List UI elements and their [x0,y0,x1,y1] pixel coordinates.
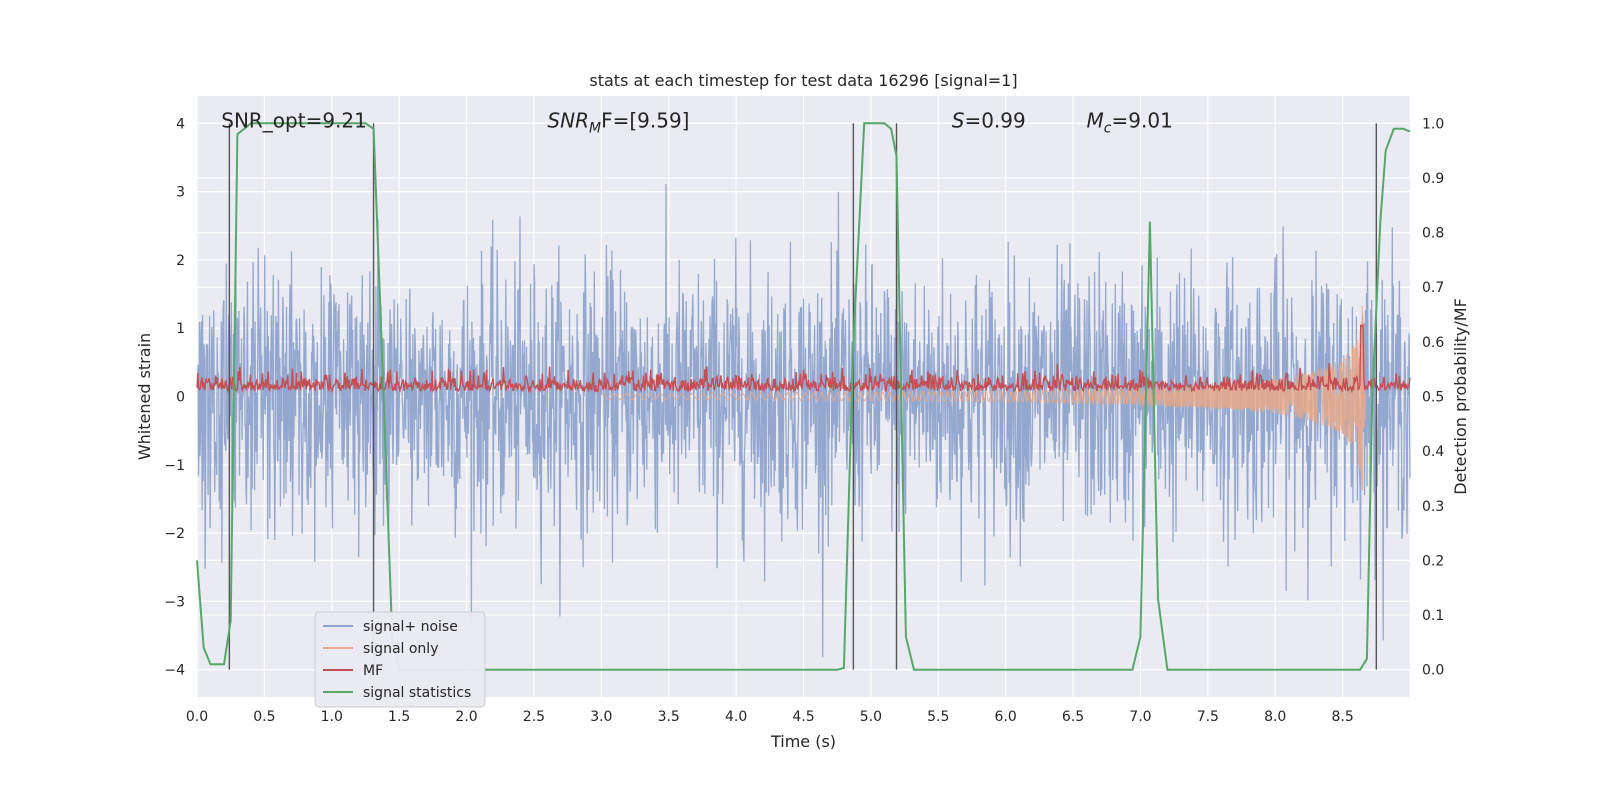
y-right-tick-label: 0.5 [1422,390,1444,406]
x-tick-label: 3.5 [658,709,680,725]
legend-box [314,611,486,708]
y-right-tick-label: 0.1 [1422,608,1444,624]
x-tick-label: 6.0 [995,709,1017,725]
y-tick-label: 1 [176,321,185,337]
y-tick-label: 2 [176,253,185,269]
y-right-tick-label: 0.9 [1422,171,1444,187]
y-right-tick-labels: 0.0 0.1 0.2 0.3 0.4 0.5 0.6 0.7 0.8 0.9 1.0 [1422,116,1444,678]
legend-label: signal only [363,641,438,657]
y-tick-label: 0 [176,390,185,406]
legend-label: signal statistics [363,685,471,701]
x-tick-label: 7.0 [1129,709,1151,725]
legend-label: signal+ noise [363,619,458,635]
annotation-text: SNR_opt=9.21 [221,108,367,132]
y-tick-label: −4 [164,663,185,679]
y-tick-label: 3 [176,185,185,201]
x-tick-label: 1.5 [388,709,410,725]
annotation-text: SNRMF=[9.59] [547,108,689,136]
y-right-tick-label: 1.0 [1422,116,1444,132]
signal-statistics-line [196,122,1411,671]
y-right-tick-label: 0.4 [1422,444,1444,460]
x-axis-label: Time (s) [770,732,836,751]
y-tick-label: −2 [164,526,185,542]
annotation-text: Mc=9.01 [1087,108,1173,136]
x-tick-label: 6.5 [1062,709,1084,725]
mf-line [196,324,1411,394]
y-axis-label: Whitened strain [135,333,154,460]
x-tick-label: 7.5 [1197,709,1219,725]
vertical-markers [228,123,1378,670]
annotation-text: S=0.99 [952,108,1026,132]
x-tick-label: 2.5 [523,709,545,725]
x-tick-label: 5.5 [927,709,949,725]
x-tick-label: 5.0 [860,709,882,725]
signal-noise-line [196,183,1411,658]
y-right-axis-label: Detection probability/MF [1451,298,1470,495]
x-tick-labels: 0.0 0.5 1.0 1.5 2.0 2.5 3.0 3.5 4.0 4.5 5.0 5.5 6.0 6… [186,709,1354,725]
y-right-tick-label: 0.2 [1422,553,1444,569]
y-right-tick-label: 0.6 [1422,335,1444,351]
legend-label: MF [363,663,383,679]
x-tick-label: 8.0 [1264,709,1286,725]
x-tick-label: 3.0 [590,709,612,725]
signal-noise-series [196,183,1411,658]
signal-statistics-series [196,122,1411,671]
mf-series [196,324,1411,394]
annotations: SNR_opt=9.21 SNRMF=[9.59] S=0.99 Mc=9.01 [221,108,1173,136]
legend: signal+ noise signal only MF signal statist… [314,611,486,708]
y-tick-label: −3 [164,594,185,610]
chart-title: stats at each timestep for test data 162… [589,71,1017,90]
x-tick-label: 4.5 [792,709,814,725]
y-right-tick-label: 0.0 [1422,663,1444,679]
x-tick-label: 2.0 [455,709,477,725]
y-right-tick-label: 0.8 [1422,226,1444,242]
y-tick-labels: −4 −3 −2 −1 0 1 2 3 4 [164,116,185,678]
x-tick-label: 4.0 [725,709,747,725]
y-right-tick-label: 0.7 [1422,280,1444,296]
x-tick-label: 0.0 [186,709,208,725]
y-tick-label: −1 [164,458,185,474]
y-tick-label: 4 [176,116,185,132]
x-tick-label: 0.5 [253,709,275,725]
x-tick-label: 1.0 [321,709,343,725]
y-right-tick-label: 0.3 [1422,499,1444,515]
x-tick-label: 8.5 [1331,709,1353,725]
